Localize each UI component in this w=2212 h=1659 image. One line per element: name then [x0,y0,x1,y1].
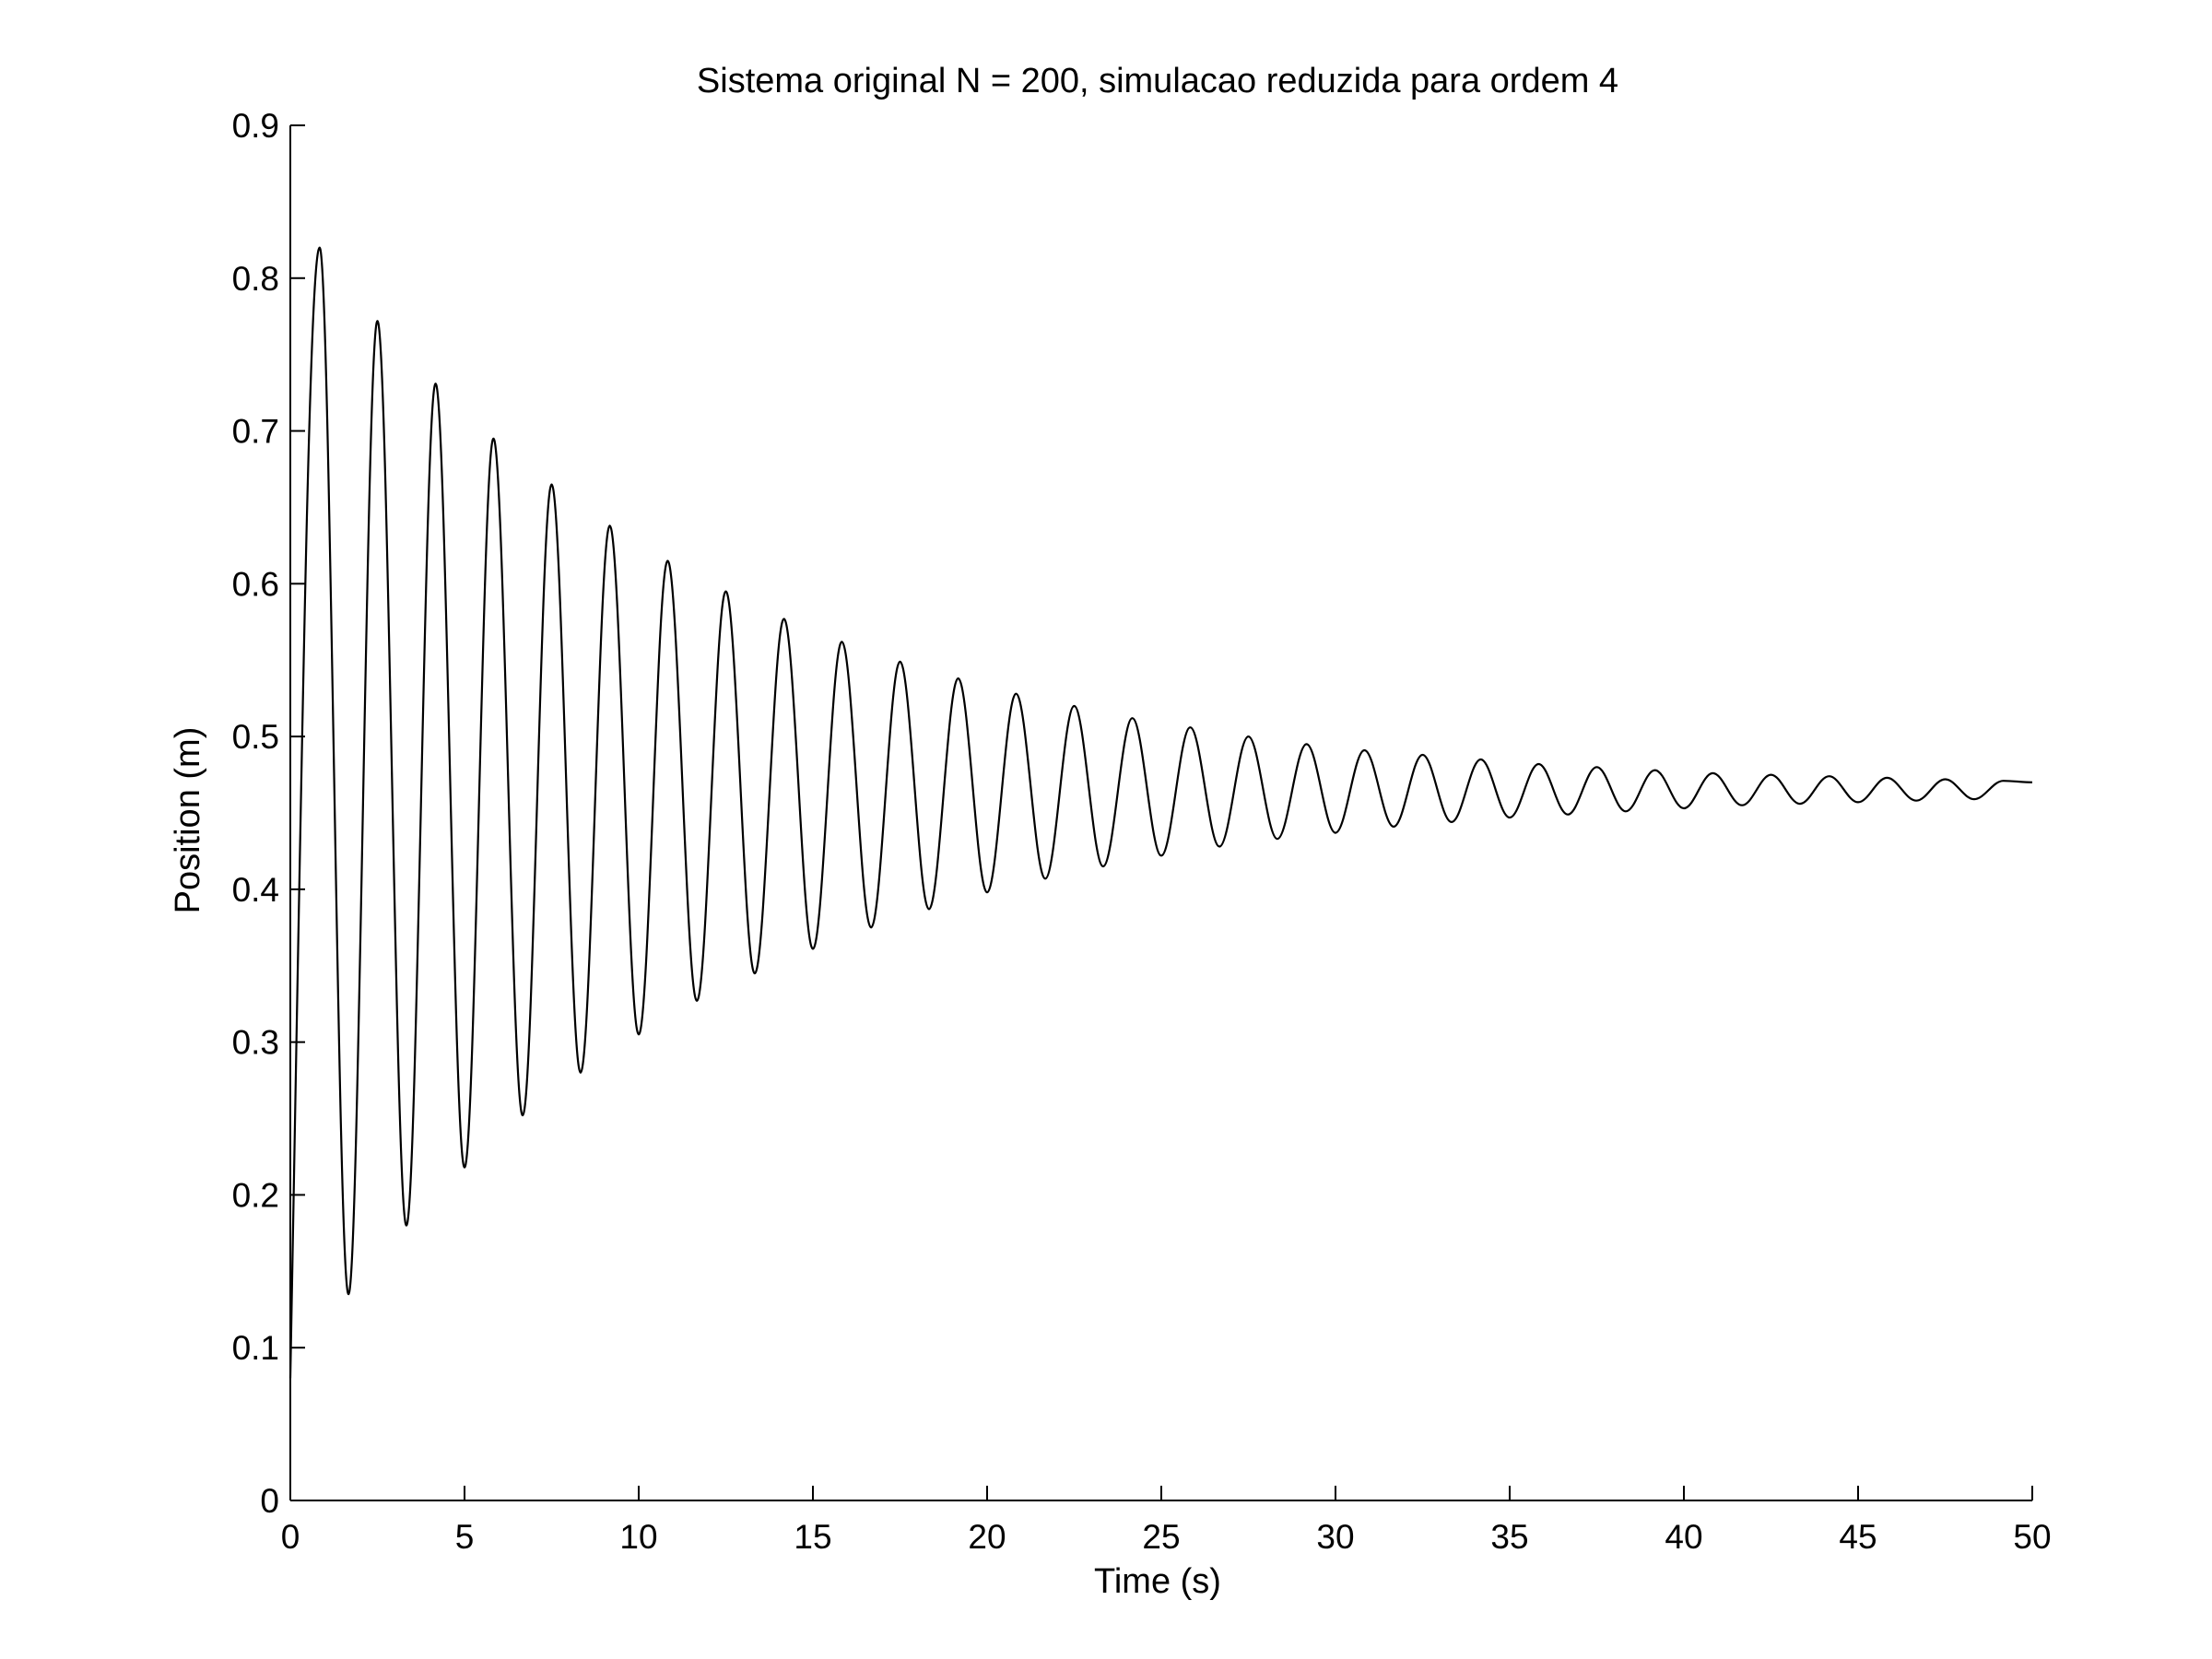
position-series-line [288,246,2033,1379]
x-axis-label: Time (s) [1094,1562,1221,1601]
x-tick-label: 20 [968,1518,1006,1556]
x-tick-label: 50 [2013,1518,2051,1556]
x-tick-label: 15 [794,1518,831,1556]
y-tick-label: 0.1 [232,1329,279,1367]
x-tick-label: 35 [1490,1518,1528,1556]
y-tick-label: 0.5 [232,718,279,756]
y-tick-label: 0.6 [232,565,279,603]
y-tick-label: 0.9 [232,107,279,145]
x-tick-label: 45 [1839,1518,1877,1556]
chart-title: Sistema original N = 200, simulacao redu… [697,62,1618,100]
x-axis-ticks: 0 5 10 15 20 25 30 35 40 45 50 [281,1486,2052,1556]
y-tick-label: 0.8 [232,260,279,298]
x-tick-label: 25 [1142,1518,1180,1556]
y-tick-label: 0.4 [232,871,279,909]
y-axis-ticks: 0 0.1 0.2 0.3 0.4 0.5 0.6 0.7 0.8 0.9 [232,107,305,1520]
x-tick-label: 5 [455,1518,475,1556]
x-tick-label: 40 [1665,1518,1702,1556]
y-tick-label: 0 [260,1482,279,1520]
y-tick-label: 0.2 [232,1176,279,1214]
x-tick-label: 30 [1316,1518,1354,1556]
x-tick-label: 0 [281,1518,300,1556]
y-tick-label: 0.3 [232,1024,279,1062]
x-tick-label: 10 [619,1518,657,1556]
y-axis-label: Position (m) [169,727,207,914]
plot-area: 0 5 10 15 20 25 30 35 40 45 50 0 0.1 0.2 0.3 0.4 0.5 0.6… [232,107,2052,1556]
y-tick-label: 0.7 [232,413,279,451]
